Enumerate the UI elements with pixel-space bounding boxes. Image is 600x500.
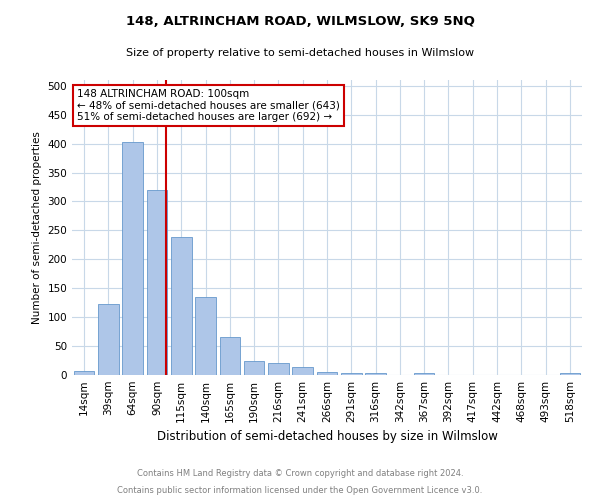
- Bar: [341, 372, 362, 375]
- Bar: [171, 238, 191, 375]
- Text: 148, ALTRINCHAM ROAD, WILMSLOW, SK9 5NQ: 148, ALTRINCHAM ROAD, WILMSLOW, SK9 5NQ: [125, 15, 475, 28]
- Bar: [220, 338, 240, 375]
- Bar: [74, 371, 94, 375]
- X-axis label: Distribution of semi-detached houses by size in Wilmslow: Distribution of semi-detached houses by …: [157, 430, 497, 444]
- Text: Size of property relative to semi-detached houses in Wilmslow: Size of property relative to semi-detach…: [126, 48, 474, 58]
- Bar: [365, 374, 386, 375]
- Text: 148 ALTRINCHAM ROAD: 100sqm
← 48% of semi-detached houses are smaller (643)
51% : 148 ALTRINCHAM ROAD: 100sqm ← 48% of sem…: [77, 89, 340, 122]
- Bar: [122, 142, 143, 375]
- Bar: [560, 372, 580, 375]
- Bar: [414, 372, 434, 375]
- Bar: [146, 190, 167, 375]
- Text: Contains public sector information licensed under the Open Government Licence v3: Contains public sector information licen…: [118, 486, 482, 495]
- Bar: [268, 364, 289, 375]
- Bar: [195, 297, 216, 375]
- Y-axis label: Number of semi-detached properties: Number of semi-detached properties: [32, 131, 42, 324]
- Bar: [244, 360, 265, 375]
- Bar: [292, 368, 313, 375]
- Bar: [317, 372, 337, 375]
- Text: Contains HM Land Registry data © Crown copyright and database right 2024.: Contains HM Land Registry data © Crown c…: [137, 468, 463, 477]
- Bar: [98, 304, 119, 375]
